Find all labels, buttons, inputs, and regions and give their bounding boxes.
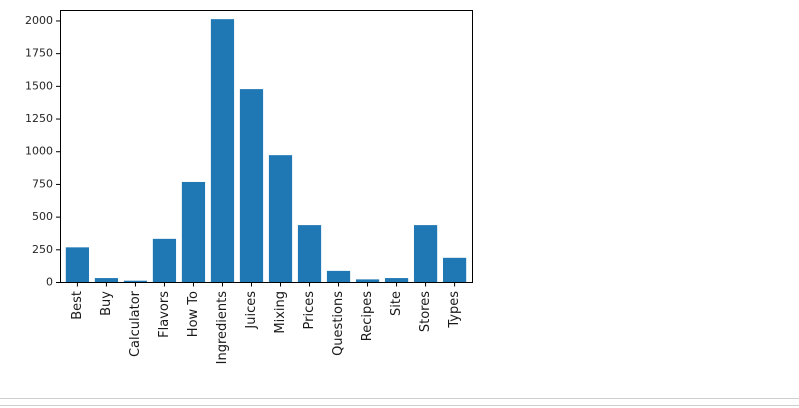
x-tick-label: Stores [418, 291, 433, 332]
x-tick-label: Flavors [157, 291, 172, 338]
bar-calculator [123, 280, 148, 282]
bar-recipes [355, 279, 380, 282]
bar-site [384, 278, 409, 282]
bar-buy [94, 278, 119, 282]
x-tick-label: Ingredients [215, 291, 230, 365]
bar-types [442, 257, 467, 282]
x-tick-label: Mixing [273, 291, 288, 334]
plot-area [60, 10, 473, 283]
x-tick-label: Questions [331, 291, 346, 356]
bars-group [65, 19, 467, 283]
x-tick-label: Juices [244, 291, 259, 330]
y-tick-label: 1750 [25, 47, 53, 60]
bar-prices [297, 225, 322, 282]
x-tick-label: Buy [99, 291, 114, 316]
cell-divider-top [0, 398, 799, 399]
x-tick-label: Site [389, 291, 404, 316]
x-tick-label: How To [186, 291, 201, 337]
y-tick-label: 2000 [25, 14, 53, 27]
x-axis: Best Buy Calculator Flavors How To Ingredient… [70, 282, 462, 365]
y-tick-label: 1500 [25, 79, 53, 92]
y-tick-label: 1000 [25, 145, 53, 158]
y-tick-label: 500 [32, 210, 53, 223]
bar-stores [413, 225, 438, 282]
bar-questions [326, 270, 351, 282]
cell-divider-bottom [0, 405, 799, 406]
y-axis: 0 250 500 750 1000 1250 1500 1750 2000 [25, 14, 60, 289]
x-tick-label: Prices [302, 291, 317, 330]
y-tick-label: 1250 [25, 112, 53, 125]
bar-ingredients [210, 19, 235, 283]
bar-juices [239, 89, 264, 282]
y-tick-label: 250 [32, 243, 53, 256]
x-tick-label: Types [447, 291, 462, 329]
bar-best [65, 247, 90, 282]
bar-flavors [152, 238, 177, 282]
y-tick-label: 750 [32, 177, 53, 190]
bar-mixing [268, 155, 293, 282]
y-tick-label: 0 [46, 276, 53, 289]
bar-how-to [181, 181, 206, 282]
x-tick-label: Best [70, 291, 85, 320]
x-tick-label: Calculator [128, 290, 143, 357]
x-tick-label: Recipes [360, 291, 375, 341]
